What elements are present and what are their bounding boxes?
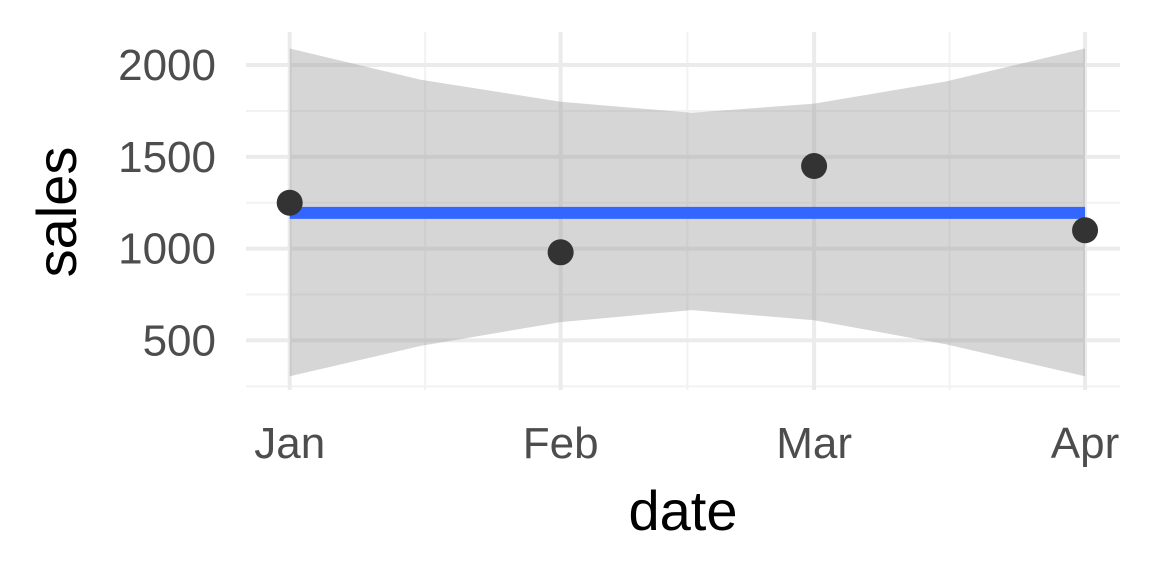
- data-point: [547, 239, 574, 266]
- data-point: [276, 189, 303, 216]
- tick-layer: 500 1000 1500 2000 Jan Feb Mar Apr: [118, 41, 1119, 468]
- y-axis-title: sales: [25, 147, 88, 278]
- x-axis-title: date: [629, 479, 738, 542]
- y-tick-label: 2000: [118, 41, 216, 90]
- data-point: [1072, 217, 1099, 244]
- data-point: [801, 153, 828, 180]
- y-tick-label: 500: [143, 316, 216, 365]
- x-tick-label: Apr: [1051, 419, 1119, 468]
- x-tick-label: Feb: [523, 419, 599, 468]
- x-tick-label: Jan: [254, 419, 325, 468]
- point-layer: [276, 153, 1099, 266]
- grid-layer: [246, 32, 1120, 390]
- y-tick-label: 1500: [118, 133, 216, 182]
- y-tick-label: 1000: [118, 225, 216, 274]
- x-tick-label: Mar: [776, 419, 852, 468]
